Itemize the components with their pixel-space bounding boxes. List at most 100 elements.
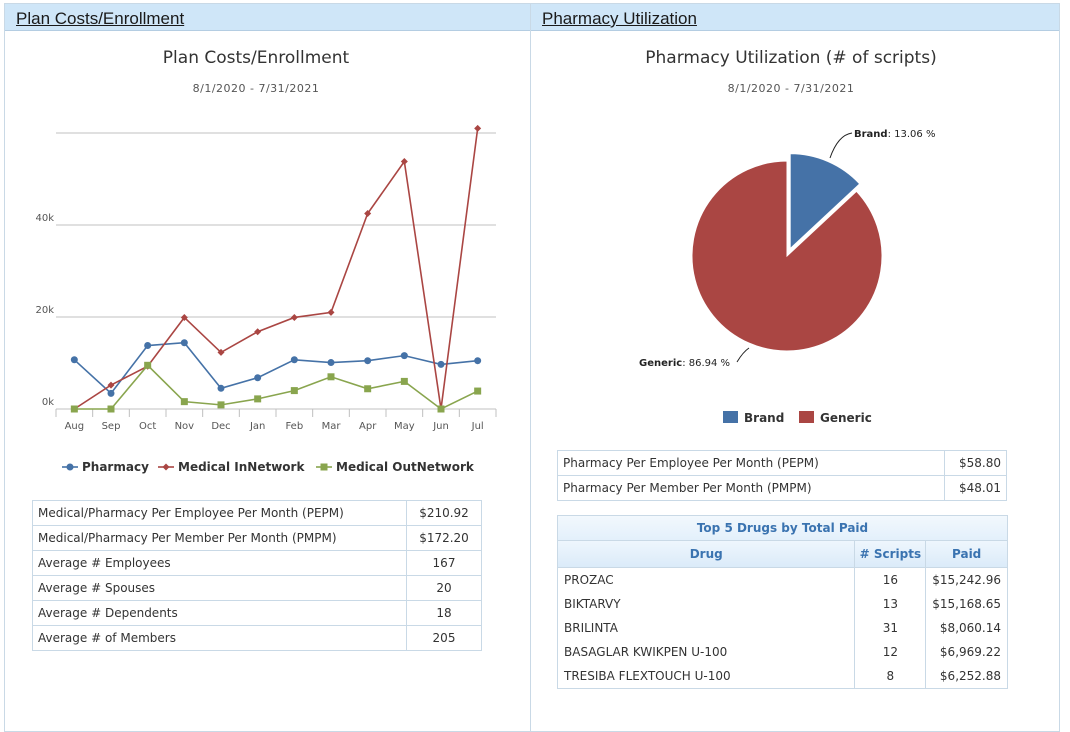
medical-outnetwork-point[interactable] (254, 395, 262, 403)
pharmacy-utilization-link[interactable]: Pharmacy Utilization (542, 9, 697, 28)
line-chart-title: Plan Costs/Enrollment (162, 48, 350, 68)
series-line-medical-innetwork (73, 128, 479, 410)
generic-data-label: Generic: 86.94 % (639, 358, 730, 369)
x-tick-label: Mar (322, 421, 342, 432)
drug-scripts: 16 (854, 567, 927, 592)
legend-label-3[interactable]: Medical OutNetwork (336, 460, 475, 474)
row-value: $48.01 (944, 475, 1007, 501)
drug-scripts: 31 (854, 616, 927, 640)
pie-chart: Brand: 13.06 % Generic: 86.94 % Brand Ge… (639, 129, 935, 425)
paid-column-header[interactable]: Paid (925, 541, 1007, 568)
x-tick-label: Jul (471, 421, 484, 432)
medical-outnetwork-point[interactable] (290, 387, 298, 395)
medical-innetwork-point[interactable] (400, 158, 408, 166)
table-row: Pharmacy Per Employee Per Month (PEPM) $5… (557, 450, 1007, 476)
row-label: Pharmacy Per Member Per Month (PMPM) (557, 475, 945, 501)
medical-innetwork-point[interactable] (107, 381, 115, 389)
x-tick-label: Apr (359, 421, 377, 432)
pie-slice-brand[interactable] (789, 153, 861, 250)
drug-paid: $15,168.65 (925, 592, 1007, 616)
row-label: Average # of Members (32, 625, 407, 651)
legend-label-2[interactable]: Medical InNetwork (178, 460, 305, 474)
x-tick-label: May (394, 421, 415, 432)
drug-name: PROZAC (558, 567, 856, 592)
medical-innetwork-point[interactable] (217, 348, 225, 356)
pharmacy-point[interactable] (144, 342, 152, 350)
medical-outnetwork-point[interactable] (180, 398, 188, 406)
row-value: $172.20 (406, 525, 482, 551)
row-value: $58.80 (944, 450, 1007, 476)
pharmacy-point[interactable] (327, 359, 335, 367)
table-row: Pharmacy Per Member Per Month (PMPM) $48.… (557, 475, 1007, 501)
pie-chart-subtitle: 8/1/2020 - 7/31/2021 (727, 82, 855, 95)
pharmacy-point[interactable] (290, 356, 298, 364)
x-tick-label: Jan (249, 421, 265, 432)
medical-outnetwork-point[interactable] (144, 361, 152, 369)
legend-marker[interactable] (66, 463, 74, 471)
legend-generic-swatch[interactable] (799, 411, 814, 423)
medical-outnetwork-point[interactable] (70, 405, 78, 413)
row-label: Average # Employees (32, 550, 407, 576)
pharmacy-point[interactable] (254, 374, 262, 382)
drug-name: TRESIBA FLEXTOUCH U-100 (558, 664, 856, 688)
y-tick-label: 40k (35, 213, 54, 224)
pharmacy-cost-table: Pharmacy Per Employee Per Month (PEPM) $5… (557, 450, 1007, 501)
legend-marker[interactable] (162, 463, 170, 471)
medical-outnetwork-point[interactable] (217, 401, 225, 409)
pharmacy-point[interactable] (70, 356, 78, 364)
legend-label-1[interactable]: Pharmacy (82, 460, 149, 474)
x-tick-label: Nov (175, 421, 195, 432)
plan-summary-table: Medical/Pharmacy Per Employee Per Month … (32, 500, 482, 651)
pharmacy-point[interactable] (364, 357, 372, 365)
row-label: Medical/Pharmacy Per Employee Per Month … (32, 500, 407, 526)
x-tick-label: Dec (211, 421, 230, 432)
pharmacy-point[interactable] (474, 357, 482, 365)
medical-innetwork-point[interactable] (364, 210, 372, 217)
legend-generic-label[interactable]: Generic (820, 411, 872, 425)
drug-row: BASAGLAR KWIKPEN U-100 12 $6,969.22 (558, 640, 1007, 664)
generic-label-connector (736, 347, 750, 363)
medical-innetwork-point[interactable] (327, 308, 335, 316)
pharmacy-point[interactable] (437, 360, 445, 368)
medical-outnetwork-point[interactable] (327, 373, 335, 381)
medical-outnetwork-point[interactable] (400, 377, 408, 385)
y-tick-label: 20k (35, 305, 54, 316)
x-tick-label: Feb (285, 421, 303, 432)
legend-brand-label[interactable]: Brand (744, 411, 784, 425)
plan-costs-link[interactable]: Plan Costs/Enrollment (16, 9, 185, 28)
row-value: 167 (406, 550, 482, 576)
medical-innetwork-point[interactable] (180, 313, 188, 321)
drug-column-header[interactable]: Drug (558, 541, 856, 568)
pharmacy-point[interactable] (180, 339, 188, 347)
pharmacy-point[interactable] (400, 352, 408, 360)
table-row: Medical/Pharmacy Per Member Per Month (P… (32, 525, 482, 551)
row-label: Average # Dependents (32, 600, 407, 626)
plan-costs-panel-header: Plan Costs/Enrollment (5, 4, 531, 31)
medical-innetwork-point[interactable] (290, 313, 298, 321)
pie-chart-title: Pharmacy Utilization (# of scripts) (645, 48, 937, 68)
medical-innetwork-point[interactable] (254, 328, 262, 336)
medical-outnetwork-point[interactable] (107, 405, 115, 413)
drug-row: BIKTARVY 13 $15,168.65 (558, 592, 1007, 616)
medical-outnetwork-point[interactable] (474, 387, 482, 395)
table-row: Average # of Members 205 (32, 625, 482, 651)
drug-scripts: 13 (854, 592, 927, 616)
row-value: 20 (406, 575, 482, 601)
x-tick-label: Oct (139, 421, 156, 432)
x-tick-label: Jun (432, 421, 449, 432)
row-value: $210.92 (406, 500, 482, 526)
drug-paid: $15,242.96 (925, 567, 1007, 592)
pie-slice-generic[interactable] (691, 160, 883, 352)
brand-label-connector (829, 132, 853, 159)
medical-outnetwork-point[interactable] (437, 405, 445, 413)
medical-innetwork-point[interactable] (474, 124, 482, 132)
pharmacy-point[interactable] (217, 384, 225, 392)
drug-name: BRILINTA (558, 616, 856, 640)
legend-marker[interactable] (320, 463, 328, 471)
pharmacy-point[interactable] (107, 389, 115, 397)
legend-brand-swatch[interactable] (723, 411, 738, 423)
scripts-column-header[interactable]: # Scripts (854, 541, 927, 568)
drug-name: BIKTARVY (558, 592, 856, 616)
medical-outnetwork-point[interactable] (364, 385, 372, 393)
drug-row: BRILINTA 31 $8,060.14 (558, 616, 1007, 640)
